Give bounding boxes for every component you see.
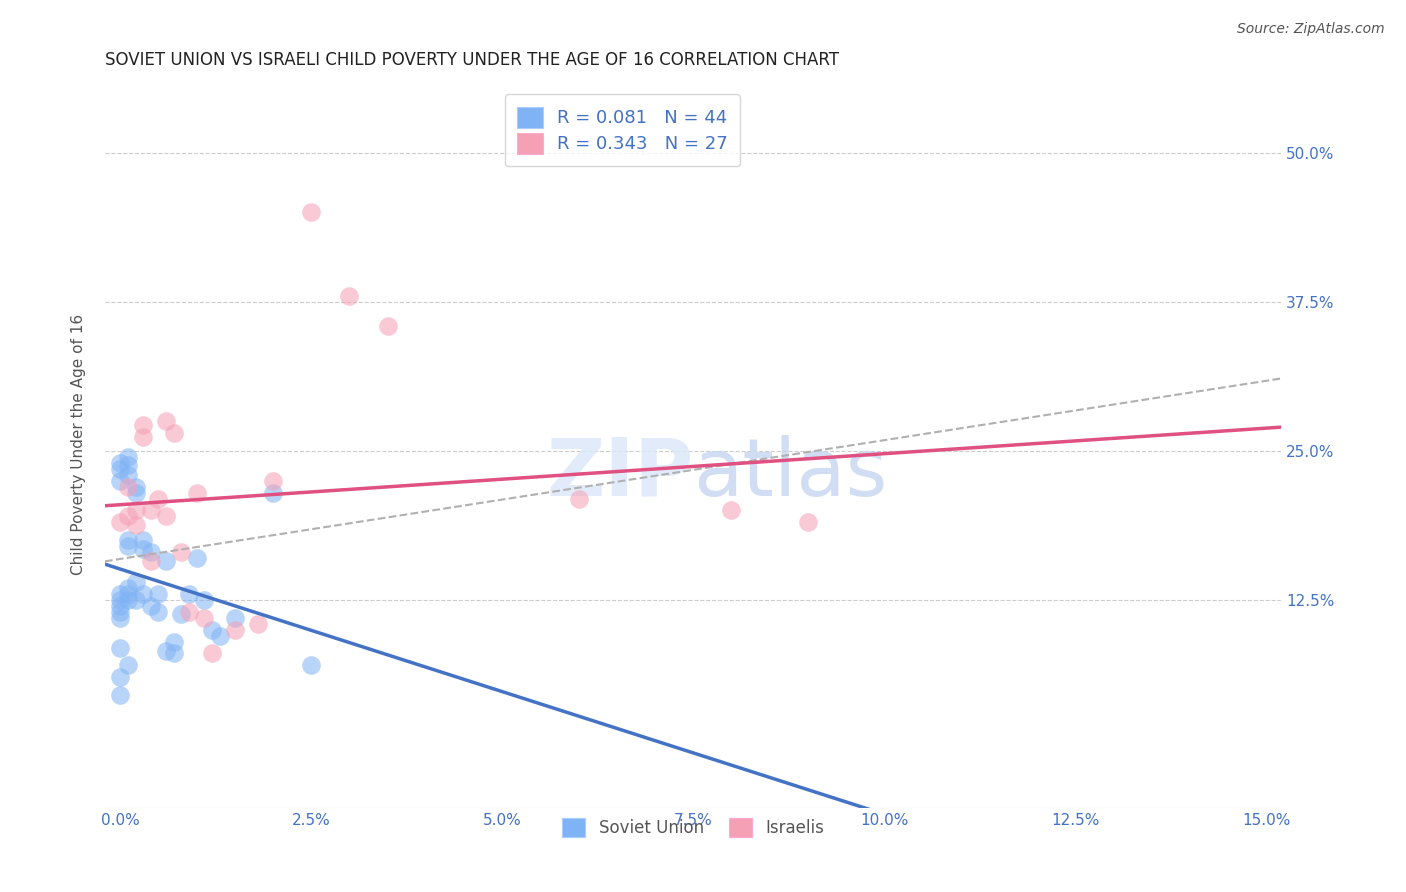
Point [139, 503, 162, 517]
Point [177, 587, 200, 601]
Point [148, 491, 170, 506]
Point [110, 670, 132, 684]
Point [110, 640, 132, 655]
Point [110, 456, 132, 470]
Point [117, 587, 139, 601]
Point [139, 545, 162, 559]
Point [117, 509, 139, 524]
Point [117, 458, 139, 472]
Point [110, 587, 132, 601]
Point [299, 658, 322, 673]
Point [568, 491, 591, 506]
Point [132, 429, 155, 443]
Point [163, 647, 186, 661]
Legend: Soviet Union, Israelis: Soviet Union, Israelis [555, 811, 831, 844]
Point [124, 592, 146, 607]
Point [132, 587, 155, 601]
Point [110, 474, 132, 488]
Point [177, 605, 200, 619]
Text: Source: ZipAtlas.com: Source: ZipAtlas.com [1237, 22, 1385, 37]
Point [193, 592, 215, 607]
Point [117, 450, 139, 464]
Point [201, 623, 224, 637]
Point [124, 480, 146, 494]
Point [155, 644, 177, 658]
Point [132, 417, 155, 432]
Point [110, 688, 132, 702]
Point [155, 414, 177, 428]
Point [224, 611, 246, 625]
Point [377, 318, 399, 333]
Text: atlas: atlas [693, 435, 887, 513]
Point [155, 553, 177, 567]
Point [139, 553, 162, 567]
Point [132, 541, 155, 556]
Point [124, 503, 146, 517]
Point [186, 485, 208, 500]
Point [797, 516, 820, 530]
Point [110, 516, 132, 530]
Point [117, 467, 139, 482]
Point [720, 503, 742, 517]
Point [262, 474, 284, 488]
Point [117, 592, 139, 607]
Text: ZIP: ZIP [546, 435, 693, 513]
Point [117, 533, 139, 548]
Point [110, 605, 132, 619]
Point [117, 658, 139, 673]
Point [339, 289, 361, 303]
Point [186, 551, 208, 566]
Point [193, 611, 215, 625]
Point [163, 425, 186, 440]
Point [124, 485, 146, 500]
Point [132, 533, 155, 548]
Point [110, 592, 132, 607]
Point [148, 605, 170, 619]
Point [224, 623, 246, 637]
Point [262, 485, 284, 500]
Point [117, 539, 139, 553]
Point [163, 634, 186, 648]
Point [124, 574, 146, 589]
Point [110, 461, 132, 475]
Point [117, 480, 139, 494]
Point [124, 517, 146, 532]
Point [139, 599, 162, 613]
Point [148, 587, 170, 601]
Point [155, 509, 177, 524]
Point [170, 545, 193, 559]
Text: SOVIET UNION VS ISRAELI CHILD POVERTY UNDER THE AGE OF 16 CORRELATION CHART: SOVIET UNION VS ISRAELI CHILD POVERTY UN… [105, 51, 839, 69]
Point [110, 611, 132, 625]
Point [117, 581, 139, 595]
Point [208, 629, 231, 643]
Point [299, 205, 322, 219]
Point [201, 647, 224, 661]
Point [110, 599, 132, 613]
Y-axis label: Child Poverty Under the Age of 16: Child Poverty Under the Age of 16 [72, 314, 86, 575]
Point [246, 616, 269, 631]
Point [170, 607, 193, 622]
